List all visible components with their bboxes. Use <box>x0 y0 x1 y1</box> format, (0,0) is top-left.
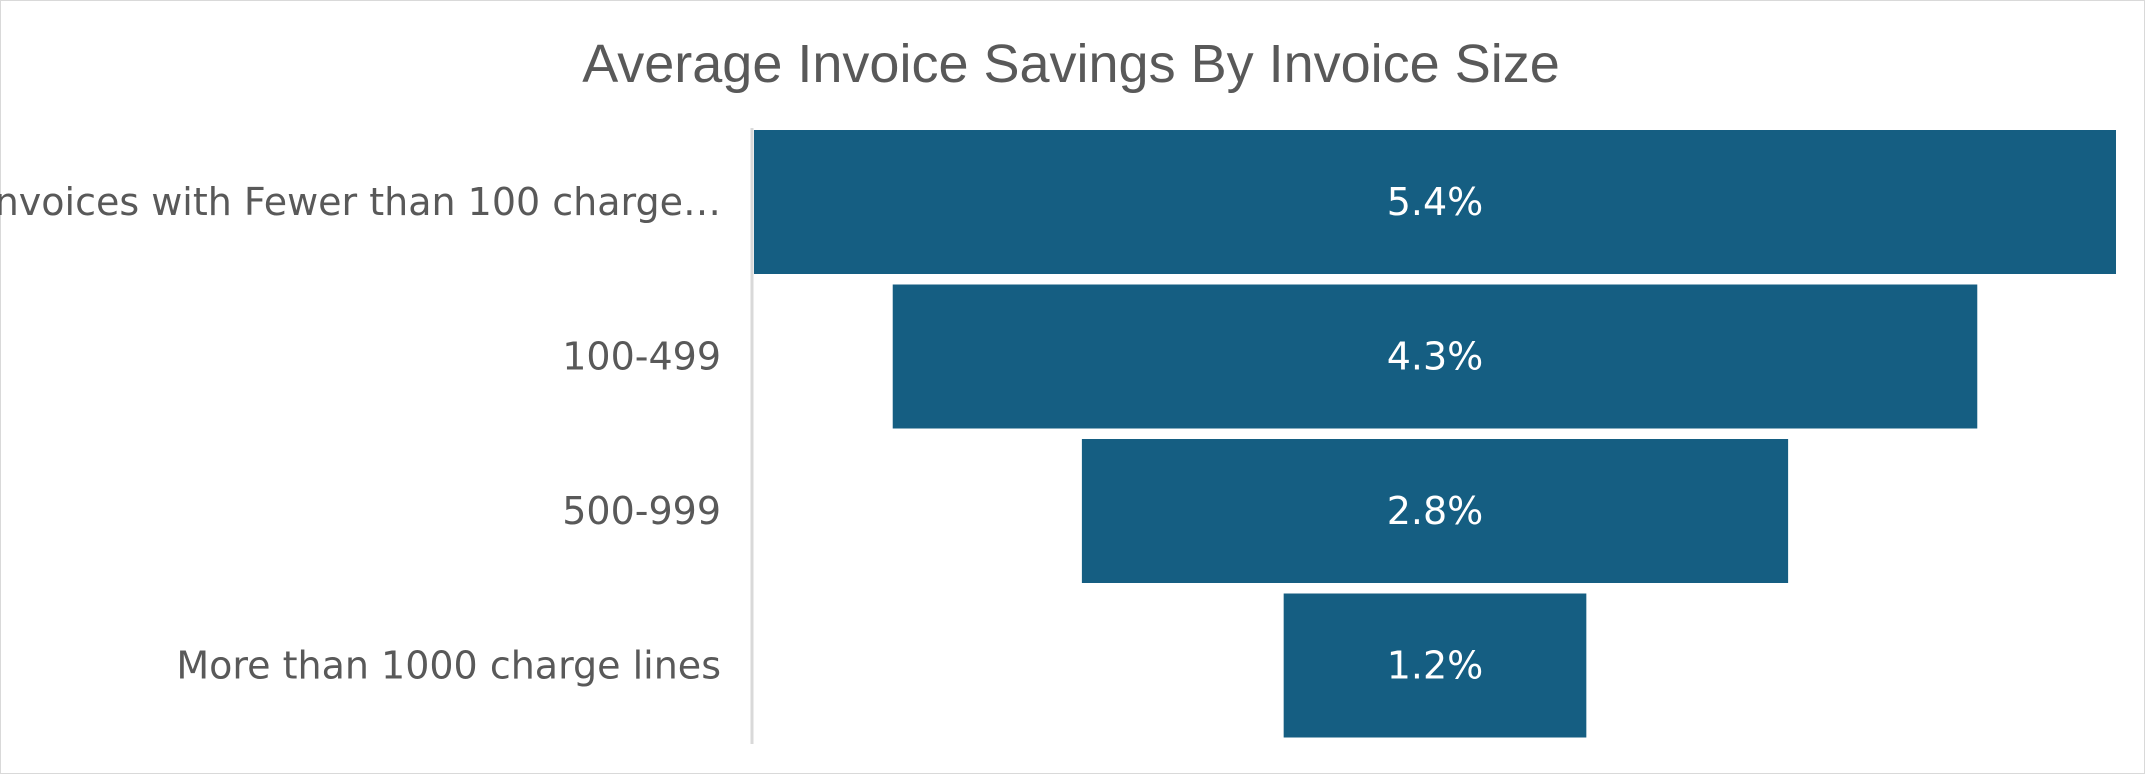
category-labels-group: Invoices with Fewer than 100 charge… 100-… <box>0 180 721 688</box>
bars-group <box>754 130 2116 738</box>
funnel-bar <box>1081 439 1789 583</box>
funnel-bar <box>754 130 2116 274</box>
data-label: 1.2% <box>1387 644 1484 688</box>
category-label: More than 1000 charge lines <box>176 644 721 688</box>
category-label: 500-999 <box>562 489 721 533</box>
category-label: Invoices with Fewer than 100 charge… <box>0 180 721 224</box>
funnel-bar <box>1283 593 1587 738</box>
data-label: 5.4% <box>1387 180 1484 224</box>
data-label: 4.3% <box>1387 335 1484 379</box>
data-labels-group: 5.4% 4.3% 2.8% 1.2% <box>1387 180 1484 688</box>
funnel-bar <box>892 284 1978 429</box>
chart-title: Average Invoice Savings By Invoice Size <box>582 34 1560 94</box>
category-label: 100-499 <box>562 335 721 379</box>
data-label: 2.8% <box>1387 489 1484 533</box>
